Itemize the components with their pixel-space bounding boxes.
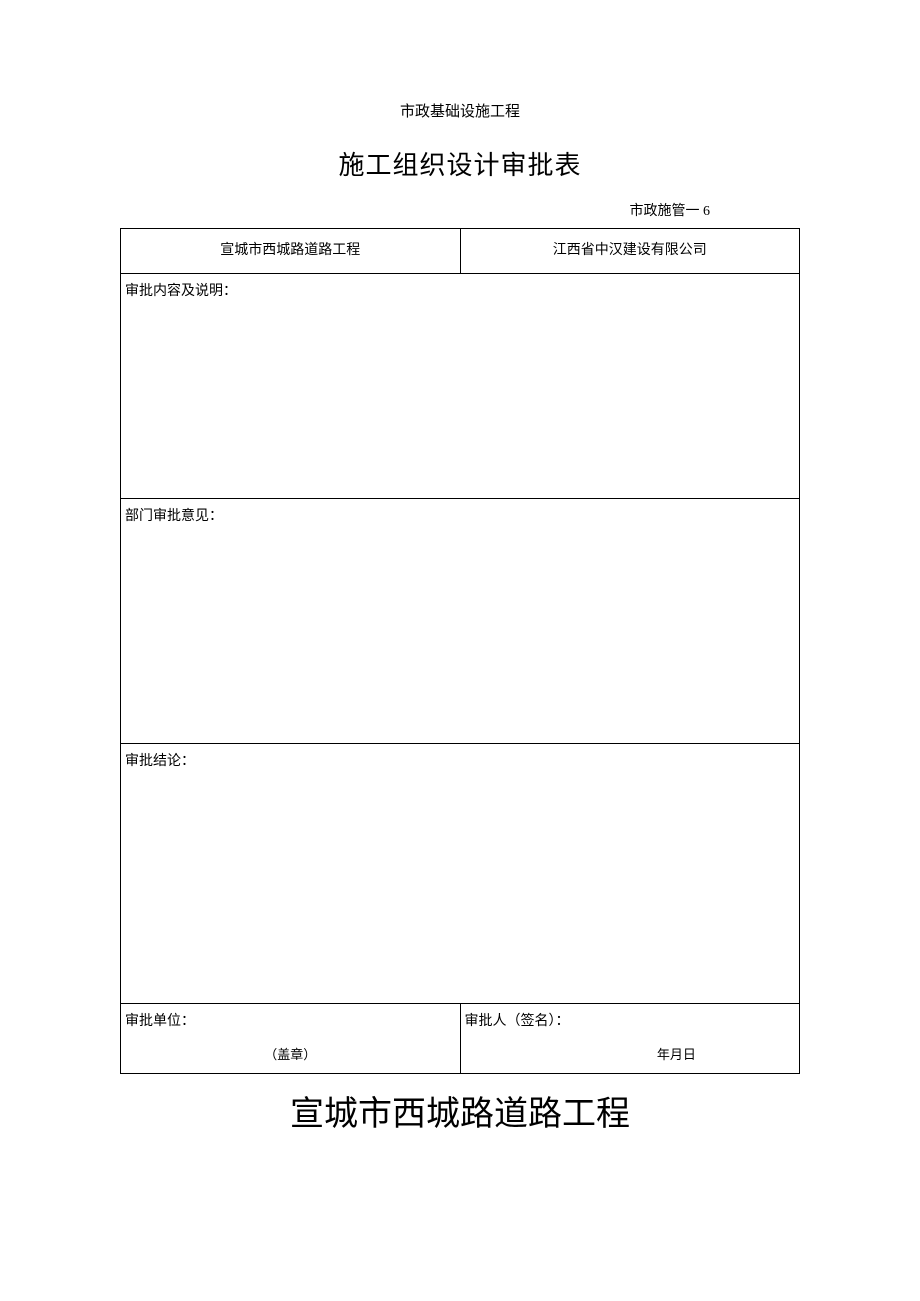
section-label: 审批内容及说明：	[125, 284, 237, 299]
table-footer-row: 审批单位： （盖章） 审批人（签名）： 年月日	[121, 1004, 800, 1074]
table-section-row: 部门审批意见：	[121, 499, 800, 744]
document-code: 市政施管一 6	[120, 200, 800, 220]
table-section-row: 审批内容及说明：	[121, 274, 800, 499]
document-subtitle: 市政基础设施工程	[120, 100, 800, 121]
section-department-opinion: 部门审批意见：	[121, 499, 800, 744]
footer-label-approver: 审批人（签名）：	[465, 1014, 570, 1029]
table-section-row: 审批结论：	[121, 744, 800, 1004]
footer-sub-seal: （盖章）	[264, 1044, 316, 1063]
footer-cell-approver: 审批人（签名）： 年月日	[460, 1004, 800, 1074]
section-approval-content: 审批内容及说明：	[121, 274, 800, 499]
section-label: 审批结论：	[125, 754, 195, 769]
document-page: 市政基础设施工程 施工组织设计审批表 市政施管一 6 宣城市西城路道路工程 江西…	[0, 0, 920, 1135]
section-approval-conclusion: 审批结论：	[121, 744, 800, 1004]
header-cell-company: 江西省中汉建设有限公司	[460, 229, 800, 274]
approval-form-table: 宣城市西城路道路工程 江西省中汉建设有限公司 审批内容及说明： 部门审批意见： …	[120, 228, 800, 1074]
footer-label-unit: 审批单位：	[125, 1014, 195, 1029]
document-title: 施工组织设计审批表	[120, 145, 800, 182]
footer-sub-date: 年月日	[657, 1044, 696, 1063]
header-cell-project: 宣城市西城路道路工程	[121, 229, 461, 274]
section-label: 部门审批意见：	[125, 509, 223, 524]
project-heading: 宣城市西城路道路工程	[120, 1086, 800, 1135]
footer-cell-unit: 审批单位： （盖章）	[121, 1004, 461, 1074]
table-header-row: 宣城市西城路道路工程 江西省中汉建设有限公司	[121, 229, 800, 274]
